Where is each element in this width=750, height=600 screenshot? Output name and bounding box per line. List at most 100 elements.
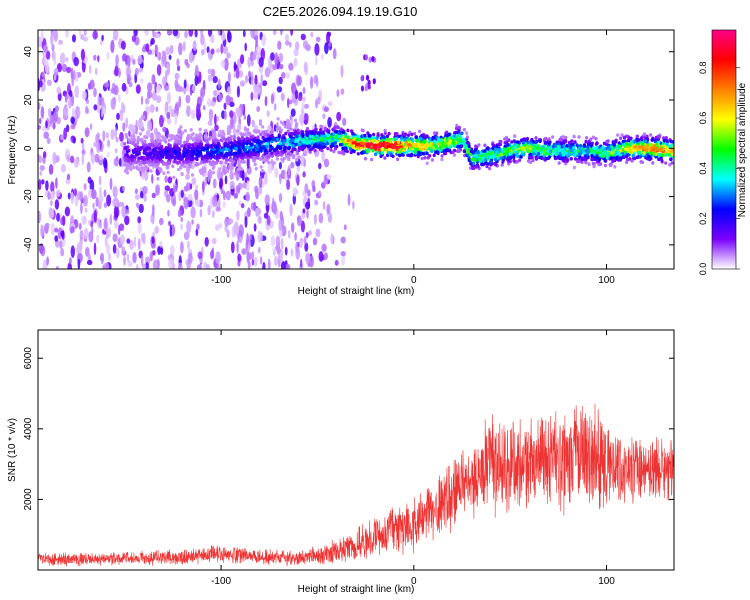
ridge-blob — [494, 162, 498, 167]
ridge-blob — [220, 171, 224, 175]
spectral-blob — [44, 222, 50, 229]
ridge-blob — [143, 149, 147, 154]
spectral-blob — [60, 163, 66, 173]
spectral-blob — [208, 108, 213, 122]
colorbar-tick-label: 0.2 — [698, 212, 708, 225]
ridge-blob — [367, 134, 371, 138]
spectral-blob — [277, 40, 282, 50]
spectral-blob — [323, 158, 330, 168]
spectral-blob — [110, 129, 115, 141]
ridge-blob — [469, 162, 473, 166]
spectral-blob — [144, 169, 147, 181]
ridge-blob — [204, 139, 208, 143]
spectral-blob — [164, 85, 170, 92]
ridge-blob — [482, 149, 487, 153]
spectral-blob — [151, 174, 154, 184]
spectral-blob — [159, 114, 164, 128]
spectral-blob — [74, 113, 78, 124]
spectral-blob — [214, 124, 219, 131]
ridge-blob — [457, 125, 461, 130]
ridge-blob — [583, 154, 587, 158]
ridge-blob — [584, 160, 588, 165]
ridge-blob — [473, 147, 477, 152]
spectral-blob — [284, 246, 288, 256]
ridge-blob — [632, 139, 636, 143]
ridge-blob — [388, 138, 392, 143]
spectral-blob — [40, 228, 45, 238]
spectral-blob — [245, 191, 250, 202]
spectral-blob — [41, 71, 45, 78]
spectral-blob — [334, 259, 339, 266]
ridge-blob — [297, 155, 301, 159]
spectral-blob — [145, 43, 150, 53]
ridge-blob — [429, 140, 433, 145]
ridge-blob — [430, 158, 435, 162]
ridge-blob — [125, 150, 129, 154]
ridge-blob — [144, 143, 148, 147]
ridge-blob — [199, 161, 203, 165]
ridge-blob — [293, 147, 297, 152]
spectral-blob — [81, 142, 85, 151]
spectral-blob — [301, 96, 306, 102]
spectral-blob — [141, 255, 144, 267]
spectral-blob — [186, 240, 191, 250]
spectral-blob — [169, 44, 174, 55]
ridge-blob — [251, 152, 255, 157]
spectral-blob — [309, 76, 314, 89]
spectral-blob — [248, 70, 252, 78]
ridge-blob — [387, 131, 391, 136]
spectral-blob — [124, 209, 130, 215]
ridge-blob — [123, 162, 127, 167]
spectral-blob — [122, 104, 126, 114]
ridge-blob — [178, 160, 182, 164]
spectral-blob — [367, 83, 371, 90]
ridge-blob — [140, 165, 144, 170]
spectral-blob — [68, 257, 72, 264]
ridge-blob — [593, 146, 597, 151]
spectral-blob — [126, 238, 131, 244]
ridge-blob — [445, 130, 449, 135]
ridge-blob — [333, 125, 337, 130]
spectral-blob — [137, 216, 142, 224]
spectral-blob — [156, 64, 162, 76]
ridge-blob — [234, 151, 238, 156]
ridge-blob — [215, 149, 219, 153]
spectral-blob — [45, 50, 51, 60]
ridge-blob — [171, 164, 175, 169]
spectral-blob — [166, 117, 172, 125]
spectral-blob — [90, 151, 96, 164]
ridge-blob — [269, 144, 273, 149]
spectral-blob — [278, 219, 283, 231]
spectrogram-x-label: Height of straight line (km) — [298, 286, 415, 297]
spectral-blob — [166, 111, 171, 119]
ridge-blob — [275, 146, 279, 150]
spectral-blob — [94, 153, 100, 163]
spectral-blob — [113, 85, 119, 96]
ridge-blob — [553, 149, 557, 154]
spectral-blob — [70, 191, 74, 205]
ridge-blob — [278, 146, 282, 151]
ridge-blob — [567, 140, 572, 145]
ridge-blob — [562, 144, 566, 149]
spectral-blob — [223, 57, 229, 71]
spectral-blob — [59, 240, 63, 250]
spectral-blob — [122, 185, 125, 192]
spectral-blob — [46, 137, 51, 144]
spectral-blob — [60, 217, 63, 226]
ridge-blob — [657, 143, 661, 147]
ridge-blob — [580, 157, 584, 162]
ridge-blob — [501, 160, 505, 164]
ridge-blob — [190, 173, 195, 177]
ridge-blob — [294, 129, 298, 134]
ridge-blob — [515, 160, 519, 164]
ridge-blob — [212, 133, 216, 137]
ridge-blob — [360, 151, 364, 155]
spectral-blob — [134, 194, 140, 200]
spectral-blob — [50, 223, 55, 236]
ridge-blob — [276, 117, 280, 121]
spectral-blob — [306, 209, 309, 219]
spectral-blob — [104, 82, 110, 88]
spectral-blob — [183, 79, 187, 89]
ridge-blob — [198, 127, 202, 132]
spectral-blob — [164, 185, 170, 192]
